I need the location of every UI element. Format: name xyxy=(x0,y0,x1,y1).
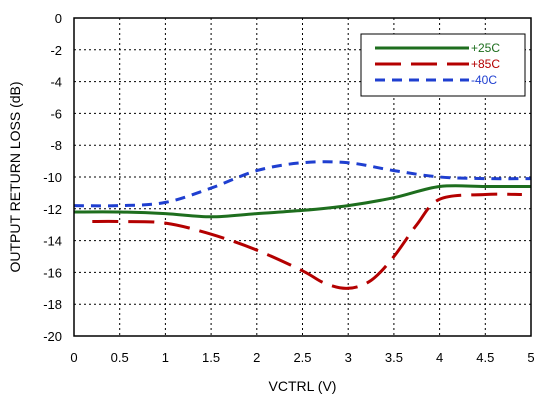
x-tick-label: 2.5 xyxy=(293,350,311,365)
plot-frame xyxy=(73,17,532,337)
y-tick-label: -10 xyxy=(43,170,62,185)
legend-box xyxy=(360,33,526,97)
series-lines xyxy=(73,160,532,290)
x-axis-ticks: 0 0.5 1 1.5 2 2.5 3 3.5 4 4.5 5 xyxy=(70,350,534,365)
y-tick-label: -16 xyxy=(43,265,62,280)
series-line-1 xyxy=(92,192,522,290)
x-tick-label: 1 xyxy=(162,350,169,365)
y-tick-label: 0 xyxy=(55,11,62,26)
legend-label-2: -40C xyxy=(471,73,497,87)
x-axis-label: VCTRL (V) xyxy=(269,378,337,394)
x-tick-label: 2 xyxy=(253,350,260,365)
y-tick-label: -12 xyxy=(43,202,62,217)
grid-lines xyxy=(74,18,531,336)
y-tick-label: -14 xyxy=(43,234,62,249)
legend-label-0: +25C xyxy=(471,41,500,55)
y-tick-label: -18 xyxy=(43,297,62,312)
y-axis-label: OUTPUT RETURN LOSS (dB) xyxy=(7,81,23,272)
x-tick-label: 3 xyxy=(345,350,352,365)
x-tick-label: 0 xyxy=(70,350,77,365)
x-tick-label: 4.5 xyxy=(476,350,494,365)
y-tick-label: -4 xyxy=(50,75,62,90)
x-tick-label: 5 xyxy=(527,350,534,365)
y-tick-label: -6 xyxy=(50,106,62,121)
x-tick-label: 1.5 xyxy=(202,350,220,365)
legend-label-1: +85C xyxy=(471,57,500,71)
x-tick-label: 3.5 xyxy=(385,350,403,365)
x-tick-label: 4 xyxy=(436,350,443,365)
y-tick-label: -8 xyxy=(50,138,62,153)
y-axis-ticks: 0 -2 -4 -6 -8 -10 -12 -14 -16 -18 -20 xyxy=(43,11,62,344)
y-tick-label: -20 xyxy=(43,329,62,344)
legend: +25C +85C -40C xyxy=(360,33,526,97)
x-tick-label: 0.5 xyxy=(111,350,129,365)
y-tick-label: -2 xyxy=(50,43,62,58)
series-line-0 xyxy=(73,184,531,219)
